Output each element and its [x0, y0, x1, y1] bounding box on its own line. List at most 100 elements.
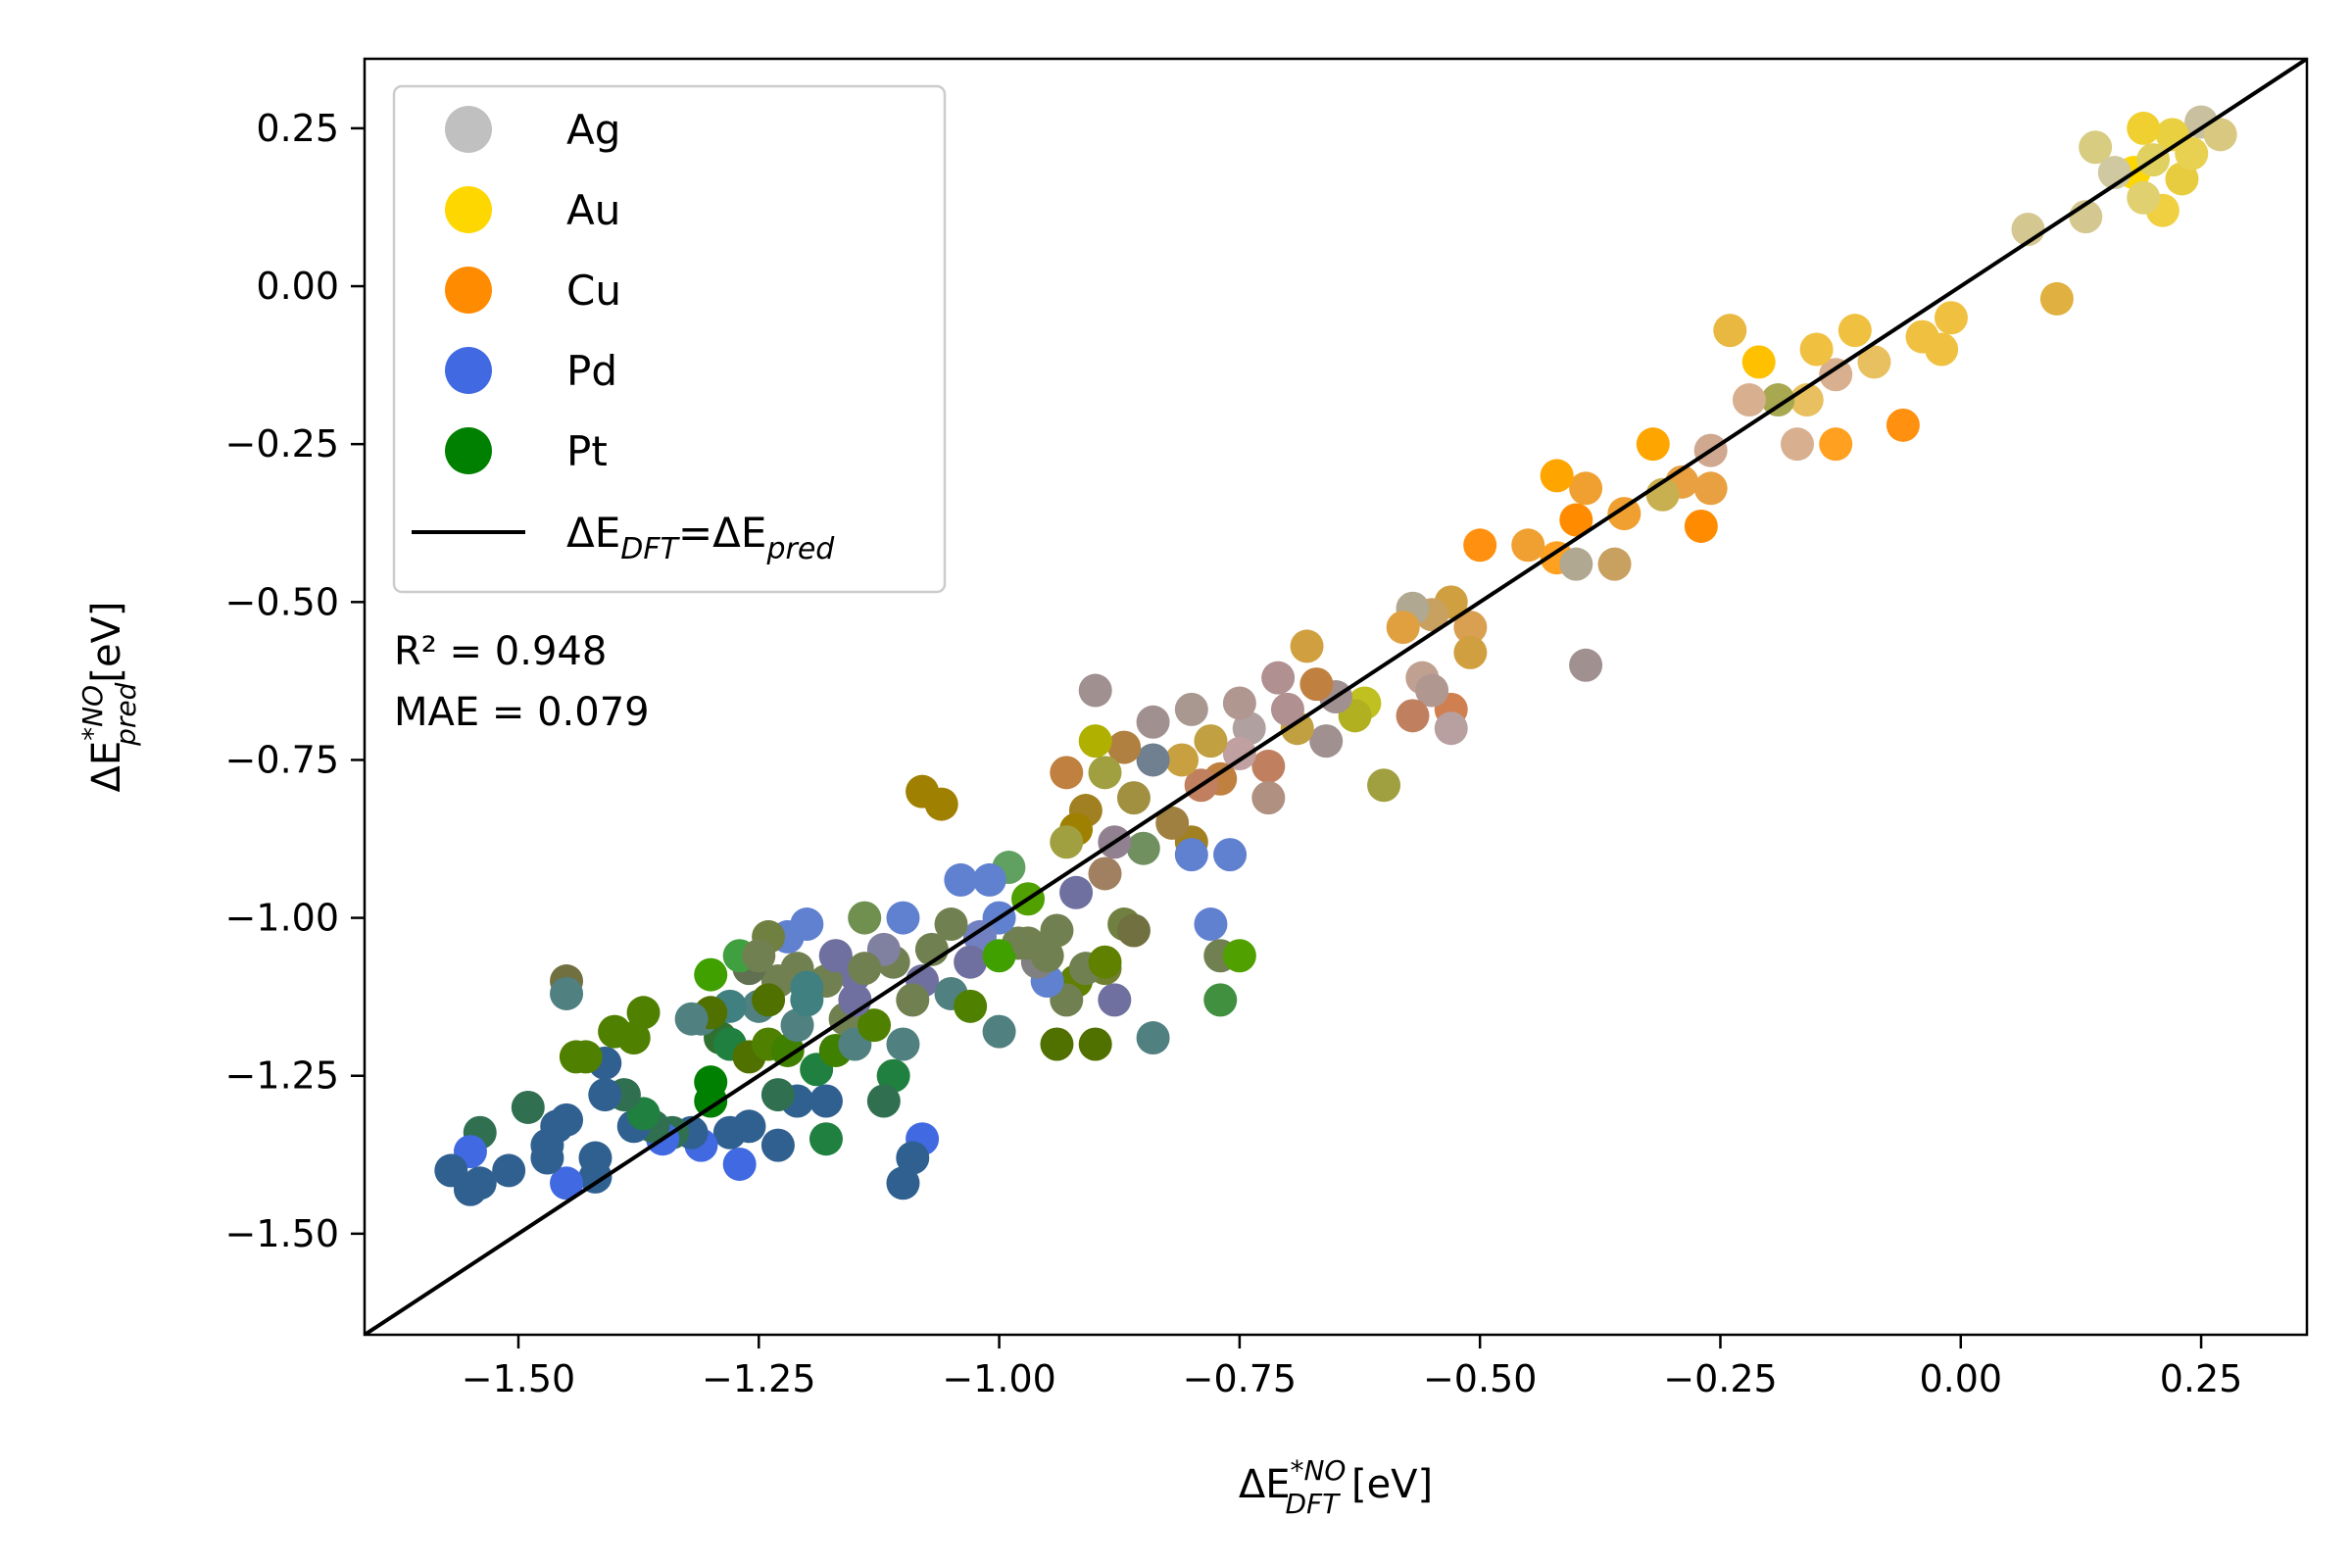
data-point: [1251, 749, 1286, 783]
data-point: [1886, 408, 1920, 442]
data-point: [616, 1021, 651, 1055]
legend-marker: [445, 267, 492, 314]
data-point: [848, 952, 882, 986]
r2-annotation: R² = 0.948: [394, 629, 607, 674]
data-point: [1040, 913, 1074, 948]
data-point: [1693, 471, 1728, 506]
data-point: [1194, 907, 1228, 942]
legend-parity-sub1: DFT: [620, 532, 680, 566]
data-point: [559, 1040, 593, 1074]
y-tick-label: 0.00: [256, 265, 339, 308]
data-point: [1088, 945, 1122, 979]
data-point: [808, 1084, 843, 1118]
data-point: [760, 1128, 795, 1162]
data-point: [1367, 768, 1401, 803]
legend-marker: [445, 347, 492, 394]
x-tick-label: 0.25: [2160, 1357, 2243, 1400]
y-tick-label: −1.25: [225, 1054, 339, 1098]
legend-box: [392, 84, 947, 594]
data-point: [492, 1153, 526, 1188]
data-point: [954, 989, 988, 1023]
data-point: [1126, 831, 1160, 865]
data-point: [1819, 358, 1853, 392]
y-tick-label: −0.25: [225, 422, 339, 466]
data-point: [1261, 661, 1296, 695]
x-tick-label: 0.00: [1919, 1357, 2002, 1400]
data-point: [626, 996, 661, 1030]
data-point: [1569, 648, 1603, 682]
scatter-points: [434, 105, 2237, 1206]
data-point: [1078, 1027, 1112, 1061]
data-point: [1761, 383, 1795, 417]
data-point: [694, 1084, 728, 1118]
data-point: [2039, 281, 2074, 316]
data-point: [1270, 692, 1304, 726]
data-point: [1569, 471, 1603, 506]
data-point: [1607, 497, 1642, 531]
data-point: [770, 1033, 805, 1067]
data-point: [588, 1078, 622, 1112]
x-tick-label: −1.50: [462, 1357, 575, 1400]
data-point: [1741, 345, 1776, 379]
data-point: [1203, 983, 1238, 1017]
data-point: [1050, 756, 1084, 790]
data-point: [2127, 180, 2161, 215]
data-point: [1511, 528, 1545, 563]
x-axis-label-sub: DFT: [1285, 1488, 1341, 1520]
data-point: [1213, 838, 1248, 872]
data-point: [1136, 705, 1170, 739]
y-tick-label: −1.50: [225, 1212, 339, 1255]
data-point: [1453, 611, 1488, 645]
data-point: [1396, 699, 1430, 733]
data-point: [896, 983, 930, 1017]
data-point: [1453, 635, 1488, 669]
data-point: [530, 1141, 564, 1175]
data-point: [1857, 345, 1891, 379]
legend-marker: [445, 186, 492, 233]
data-point: [742, 939, 776, 973]
data-point: [1116, 781, 1151, 815]
y-axis-label-unit: [eV]: [84, 601, 129, 682]
data-point: [982, 939, 1016, 973]
data-point: [1905, 319, 1939, 354]
y-axis-label-sub: pred: [110, 682, 142, 747]
data-point: [1290, 629, 1324, 663]
data-point: [934, 907, 968, 942]
data-point: [1434, 711, 1468, 746]
legend-parity-label: ΔEDFT=ΔEpred: [566, 509, 835, 566]
y-tick-label: −1.00: [225, 897, 339, 940]
data-point: [808, 1122, 843, 1156]
data-point: [972, 862, 1006, 897]
data-point: [1088, 756, 1122, 790]
data-point: [1799, 332, 1834, 367]
y-axis-ticks: 0.25 0.00 −0.25 −0.50 −0.75 −1.00 −1.25 −1.50: [225, 107, 365, 1255]
data-point: [906, 774, 940, 808]
data-point: [1155, 806, 1190, 840]
data-point: [1078, 673, 1112, 708]
data-point: [1059, 875, 1094, 909]
legend-marker: [445, 106, 492, 153]
data-point: [1107, 730, 1142, 764]
data-point: [1136, 743, 1170, 777]
legend-label: Pd: [566, 347, 617, 395]
data-point: [1463, 528, 1497, 563]
data-point: [1116, 913, 1151, 948]
data-point: [886, 1166, 920, 1200]
data-point: [1559, 503, 1593, 537]
data-point: [1713, 314, 1747, 348]
x-axis-label: ΔE*NO DFT [eV]: [1239, 1454, 1433, 1520]
data-point: [944, 862, 978, 897]
data-point: [848, 901, 882, 935]
data-point: [858, 1008, 892, 1043]
data-point: [511, 1090, 545, 1124]
data-point: [1232, 711, 1266, 746]
y-axis-label-main: ΔE: [84, 741, 129, 793]
legend-label: Au: [566, 186, 620, 234]
data-point: [1078, 724, 1112, 759]
data-point: [886, 1027, 920, 1061]
data-point: [1780, 427, 1814, 462]
y-axis-label-sup: *NO: [76, 685, 109, 741]
data-point: [434, 1153, 468, 1188]
data-point: [2203, 118, 2237, 152]
